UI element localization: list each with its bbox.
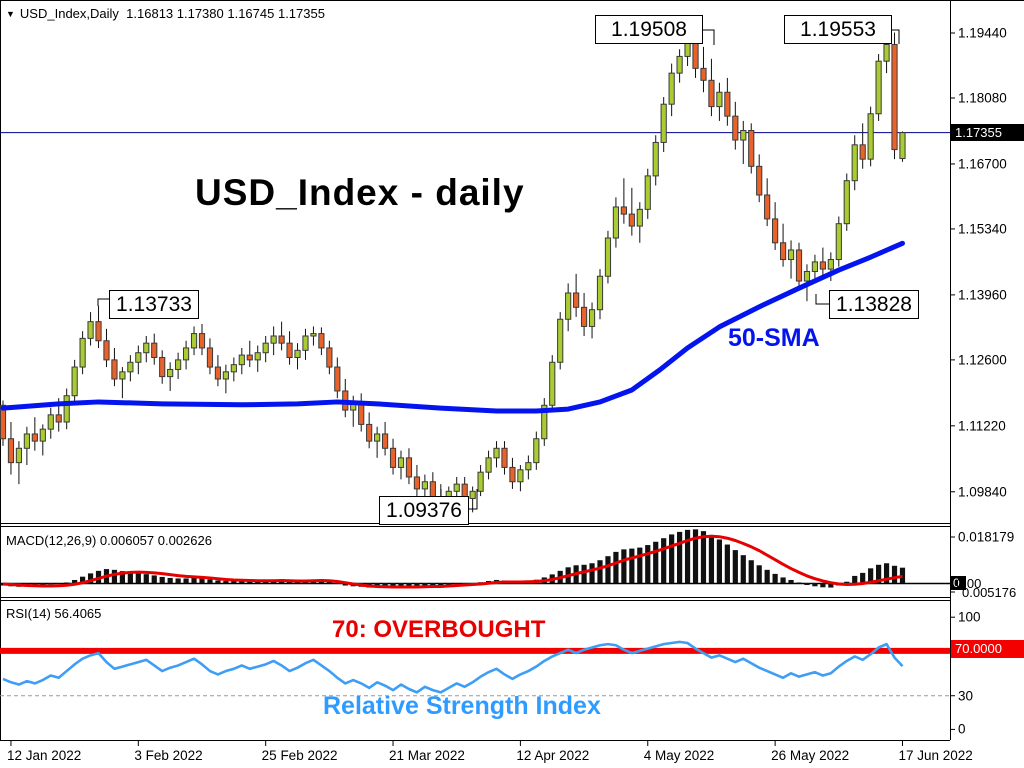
date-axis-label: 25 Feb 2022 — [261, 748, 338, 763]
price-axis-label: 1.18080 — [958, 90, 1007, 106]
rsi-overbought-badge: 70.0000 — [951, 640, 1024, 658]
symbol-marker-icon: ▼ — [6, 9, 15, 19]
date-axis-label: 12 Apr 2022 — [516, 748, 590, 763]
rsi-title-annotation: Relative Strength Index — [323, 692, 601, 720]
rsi-axis-label: 30 — [958, 688, 974, 704]
date-axis-label: 17 Jun 2022 — [898, 748, 973, 763]
rsi-axis-label: 100 — [958, 609, 981, 625]
macd-zero-badge: 0 — [950, 576, 966, 590]
current-price-badge: 1.17355 — [951, 124, 1024, 141]
date-axis-label: 3 Feb 2022 — [134, 748, 203, 763]
date-axis-label: 12 Jan 2022 — [6, 748, 82, 763]
macd-axis-top-label: 0.018179 — [958, 529, 1015, 545]
price-axis-label: 1.12600 — [958, 352, 1007, 368]
price-axis-label: 1.19440 — [958, 25, 1007, 41]
overbought-annotation: 70: OVERBOUGHT — [332, 616, 546, 643]
macd-axis-low-label: 0.005176 — [962, 585, 1017, 600]
rsi-axis-label: 0 — [958, 721, 966, 737]
macd-indicator-label: MACD(12,26,9) 0.006057 0.002626 — [6, 533, 212, 548]
price-axis-label: 1.11220 — [958, 418, 1006, 434]
annotation-low-1: 1.13828 — [829, 290, 919, 319]
price-axis-label: 1.09840 — [958, 484, 1007, 500]
rsi-indicator-label: RSI(14) 56.4065 — [6, 606, 102, 621]
price-axis-label: 1.15340 — [958, 221, 1007, 237]
sma-line-label: 50-SMA — [728, 324, 820, 352]
price-axis-label: 1.16700 — [958, 156, 1007, 172]
annotation-high-1: 1.19508 — [595, 15, 703, 44]
annotation-high-2: 1.19553 — [784, 15, 892, 44]
ohlc-readout: 1.16813 1.17380 1.16745 1.17355 — [126, 6, 325, 21]
annotation-high-3: 1.13733 — [109, 290, 199, 319]
date-axis-label: 4 May 2022 — [643, 748, 715, 763]
date-axis-label: 26 May 2022 — [771, 748, 850, 763]
chart-watermark-title: USD_Index - daily — [195, 172, 525, 213]
chart-title-bar: ▼ USD_Index,Daily 1.16813 1.17380 1.16745… — [6, 6, 325, 21]
macd-zero-overlap-label: 0.00 — [956, 576, 982, 591]
price-axis-label: 1.13960 — [958, 287, 1007, 303]
date-axis-label: 21 Mar 2022 — [389, 748, 465, 763]
annotation-low-2: 1.09376 — [379, 496, 469, 525]
symbol-timeframe-label: USD_Index,Daily — [19, 6, 119, 21]
